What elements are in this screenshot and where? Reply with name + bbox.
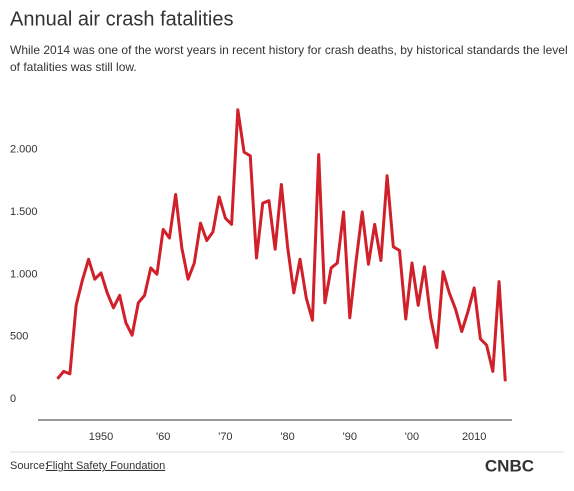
- y-tick-label: 2.000: [10, 144, 38, 156]
- logo: CNBC: [485, 456, 534, 475]
- x-tick-label: '60: [156, 431, 170, 443]
- x-tick-label: '00: [405, 431, 419, 443]
- data-line: [56, 108, 507, 382]
- y-tick-label: 1.000: [10, 268, 38, 280]
- x-tick-label: '90: [343, 431, 357, 443]
- subtitle: While 2014 was one of the worst years in…: [10, 43, 568, 57]
- y-tick-label: 500: [10, 331, 28, 343]
- x-tick-label: '80: [280, 431, 294, 443]
- source-link[interactable]: Flight Safety Foundation: [46, 460, 165, 472]
- y-tick-label: 1.500: [10, 206, 38, 218]
- source-label: Source:: [10, 460, 48, 472]
- x-tick-label: 1950: [89, 431, 113, 443]
- x-tick-label: 2010: [462, 431, 486, 443]
- x-tick-label: '70: [218, 431, 232, 443]
- chart-title: Annual air crash fatalities: [10, 8, 233, 30]
- y-tick-label: 0: [10, 393, 16, 405]
- subtitle: of fatalities was still low.: [10, 60, 137, 74]
